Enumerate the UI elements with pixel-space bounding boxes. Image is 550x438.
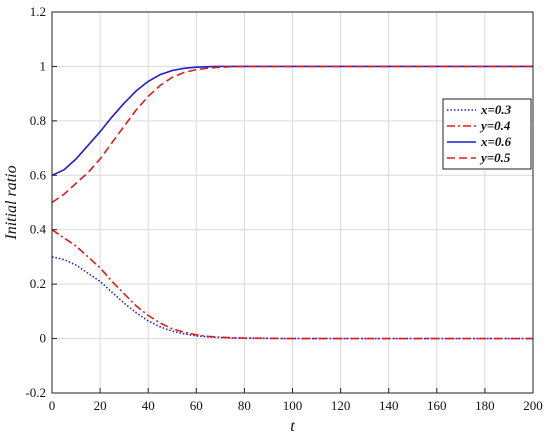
y-axis-label: Initial ratio: [3, 165, 20, 240]
legend-label: y=0.5: [479, 150, 511, 165]
x-tick-label: 100: [283, 398, 303, 413]
x-tick-label: 180: [475, 398, 495, 413]
y-tick-label: -0.2: [25, 385, 46, 400]
y-tick-label: 0.4: [30, 222, 47, 237]
x-axis-label: t: [290, 418, 295, 435]
x-tick-label: 80: [238, 398, 251, 413]
series-line-4: [51, 65, 533, 204]
series-line-1: [51, 256, 533, 340]
x-tick-label: 140: [379, 398, 399, 413]
axis-ticks: 0 20 40 60 80 100 120 140 160 180 200-0.200.20.40.…: [25, 4, 542, 413]
y-tick-label: 0.6: [30, 167, 47, 182]
x-tick-label: 0: [49, 398, 56, 413]
x-tick-label: 40: [142, 398, 155, 413]
x-tick-label: 160: [427, 398, 447, 413]
y-tick-label: 0.2: [30, 276, 46, 291]
y-tick-label: 1.2: [30, 4, 46, 19]
legend-label: x=0.6: [480, 134, 512, 149]
y-tick-label: 0: [40, 331, 47, 346]
x-tick-label: 60: [190, 398, 203, 413]
y-tick-label: 0.8: [30, 113, 46, 128]
series-layer: [51, 65, 533, 340]
legend-label: x=0.3: [480, 102, 512, 117]
legend-label: y=0.4: [479, 118, 511, 133]
legend: x=0.3y=0.4x=0.6y=0.5: [442, 98, 532, 170]
grid-lines: [51, 11, 534, 394]
x-tick-label: 200: [523, 398, 543, 413]
x-tick-label: 20: [94, 398, 107, 413]
y-tick-label: 1: [40, 58, 47, 73]
x-tick-label: 120: [331, 398, 351, 413]
